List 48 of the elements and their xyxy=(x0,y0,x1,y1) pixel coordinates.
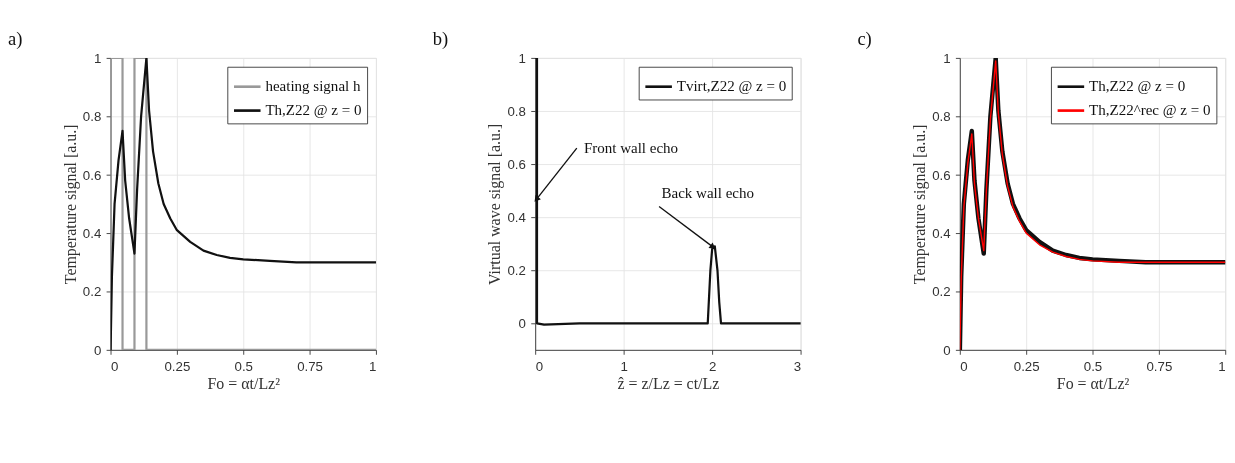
y-tick-label: 1 xyxy=(518,50,526,66)
legend-label: Th,Z22 @ z = 0 xyxy=(1089,78,1186,95)
annotation: Back wall echo xyxy=(661,184,755,201)
y-tick-label: 0 xyxy=(93,342,102,358)
y-tick-label: 0.6 xyxy=(82,167,102,183)
y-tick-label: 0.2 xyxy=(82,284,102,300)
y-tick-label: 0.4 xyxy=(932,225,951,241)
y-tick-label: 0.8 xyxy=(932,109,951,125)
x-tick-label: 0 xyxy=(960,358,968,374)
x-tick-label: 0.25 xyxy=(164,358,191,374)
legend-label: Tvirt,Z22 @ z = 0 xyxy=(676,78,787,95)
y-tick-label: 0.6 xyxy=(932,167,951,183)
x-tick-label: 0.5 xyxy=(1083,358,1103,374)
x-tick-label: 0.75 xyxy=(1146,358,1173,374)
y-tick-label: 0.2 xyxy=(507,263,526,279)
x-axis-title: Fo = αt/Lz² xyxy=(207,375,281,393)
y-tick-label: 0 xyxy=(943,342,951,358)
y-tick-label: 0.4 xyxy=(507,210,526,226)
chart-title: c) xyxy=(857,27,872,50)
y-tick-label: 0.8 xyxy=(507,103,526,119)
y-tick-label: 0.2 xyxy=(932,284,951,300)
x-tick-label: 1 xyxy=(620,358,628,374)
x-axis-title: Fo = αt/Lz² xyxy=(1056,375,1130,393)
x-tick-label: 2 xyxy=(708,358,717,374)
x-tick-label: 0 xyxy=(535,358,544,374)
x-tick-label: 0.5 xyxy=(234,358,253,374)
chart-title: b) xyxy=(432,27,449,50)
y-tick-label: 1 xyxy=(93,50,102,66)
y-tick-label: 0.8 xyxy=(82,109,102,125)
y-tick-label: 0 xyxy=(518,316,526,332)
x-tick-label: 3 xyxy=(793,358,802,374)
x-tick-label: 0 xyxy=(111,358,119,374)
y-axis-title: Virtual wave signal [a.u.] xyxy=(486,123,505,285)
chart-title: a) xyxy=(8,27,23,50)
legend-label: Th,Z22 @ z = 0 xyxy=(265,102,362,119)
annotation: Front wall echo xyxy=(583,139,679,156)
legend-label: Th,Z22^rec @ z = 0 xyxy=(1089,102,1211,119)
y-tick-label: 0.6 xyxy=(507,156,526,172)
x-tick-label: 0.75 xyxy=(297,358,323,374)
y-axis-title: Temperature signal [a.u.] xyxy=(61,124,80,285)
x-axis-title: ẑ = z/Lz = ct/Lz xyxy=(617,375,720,393)
y-tick-label: 1 xyxy=(943,50,951,66)
y-tick-label: 0.4 xyxy=(82,225,102,241)
x-tick-label: 1 xyxy=(1218,358,1226,374)
x-tick-label: 0.25 xyxy=(1013,358,1040,374)
y-axis-title: Temperature signal [a.u.] xyxy=(911,124,930,285)
legend-label: heating signal h xyxy=(265,78,361,95)
x-tick-label: 1 xyxy=(369,358,377,374)
